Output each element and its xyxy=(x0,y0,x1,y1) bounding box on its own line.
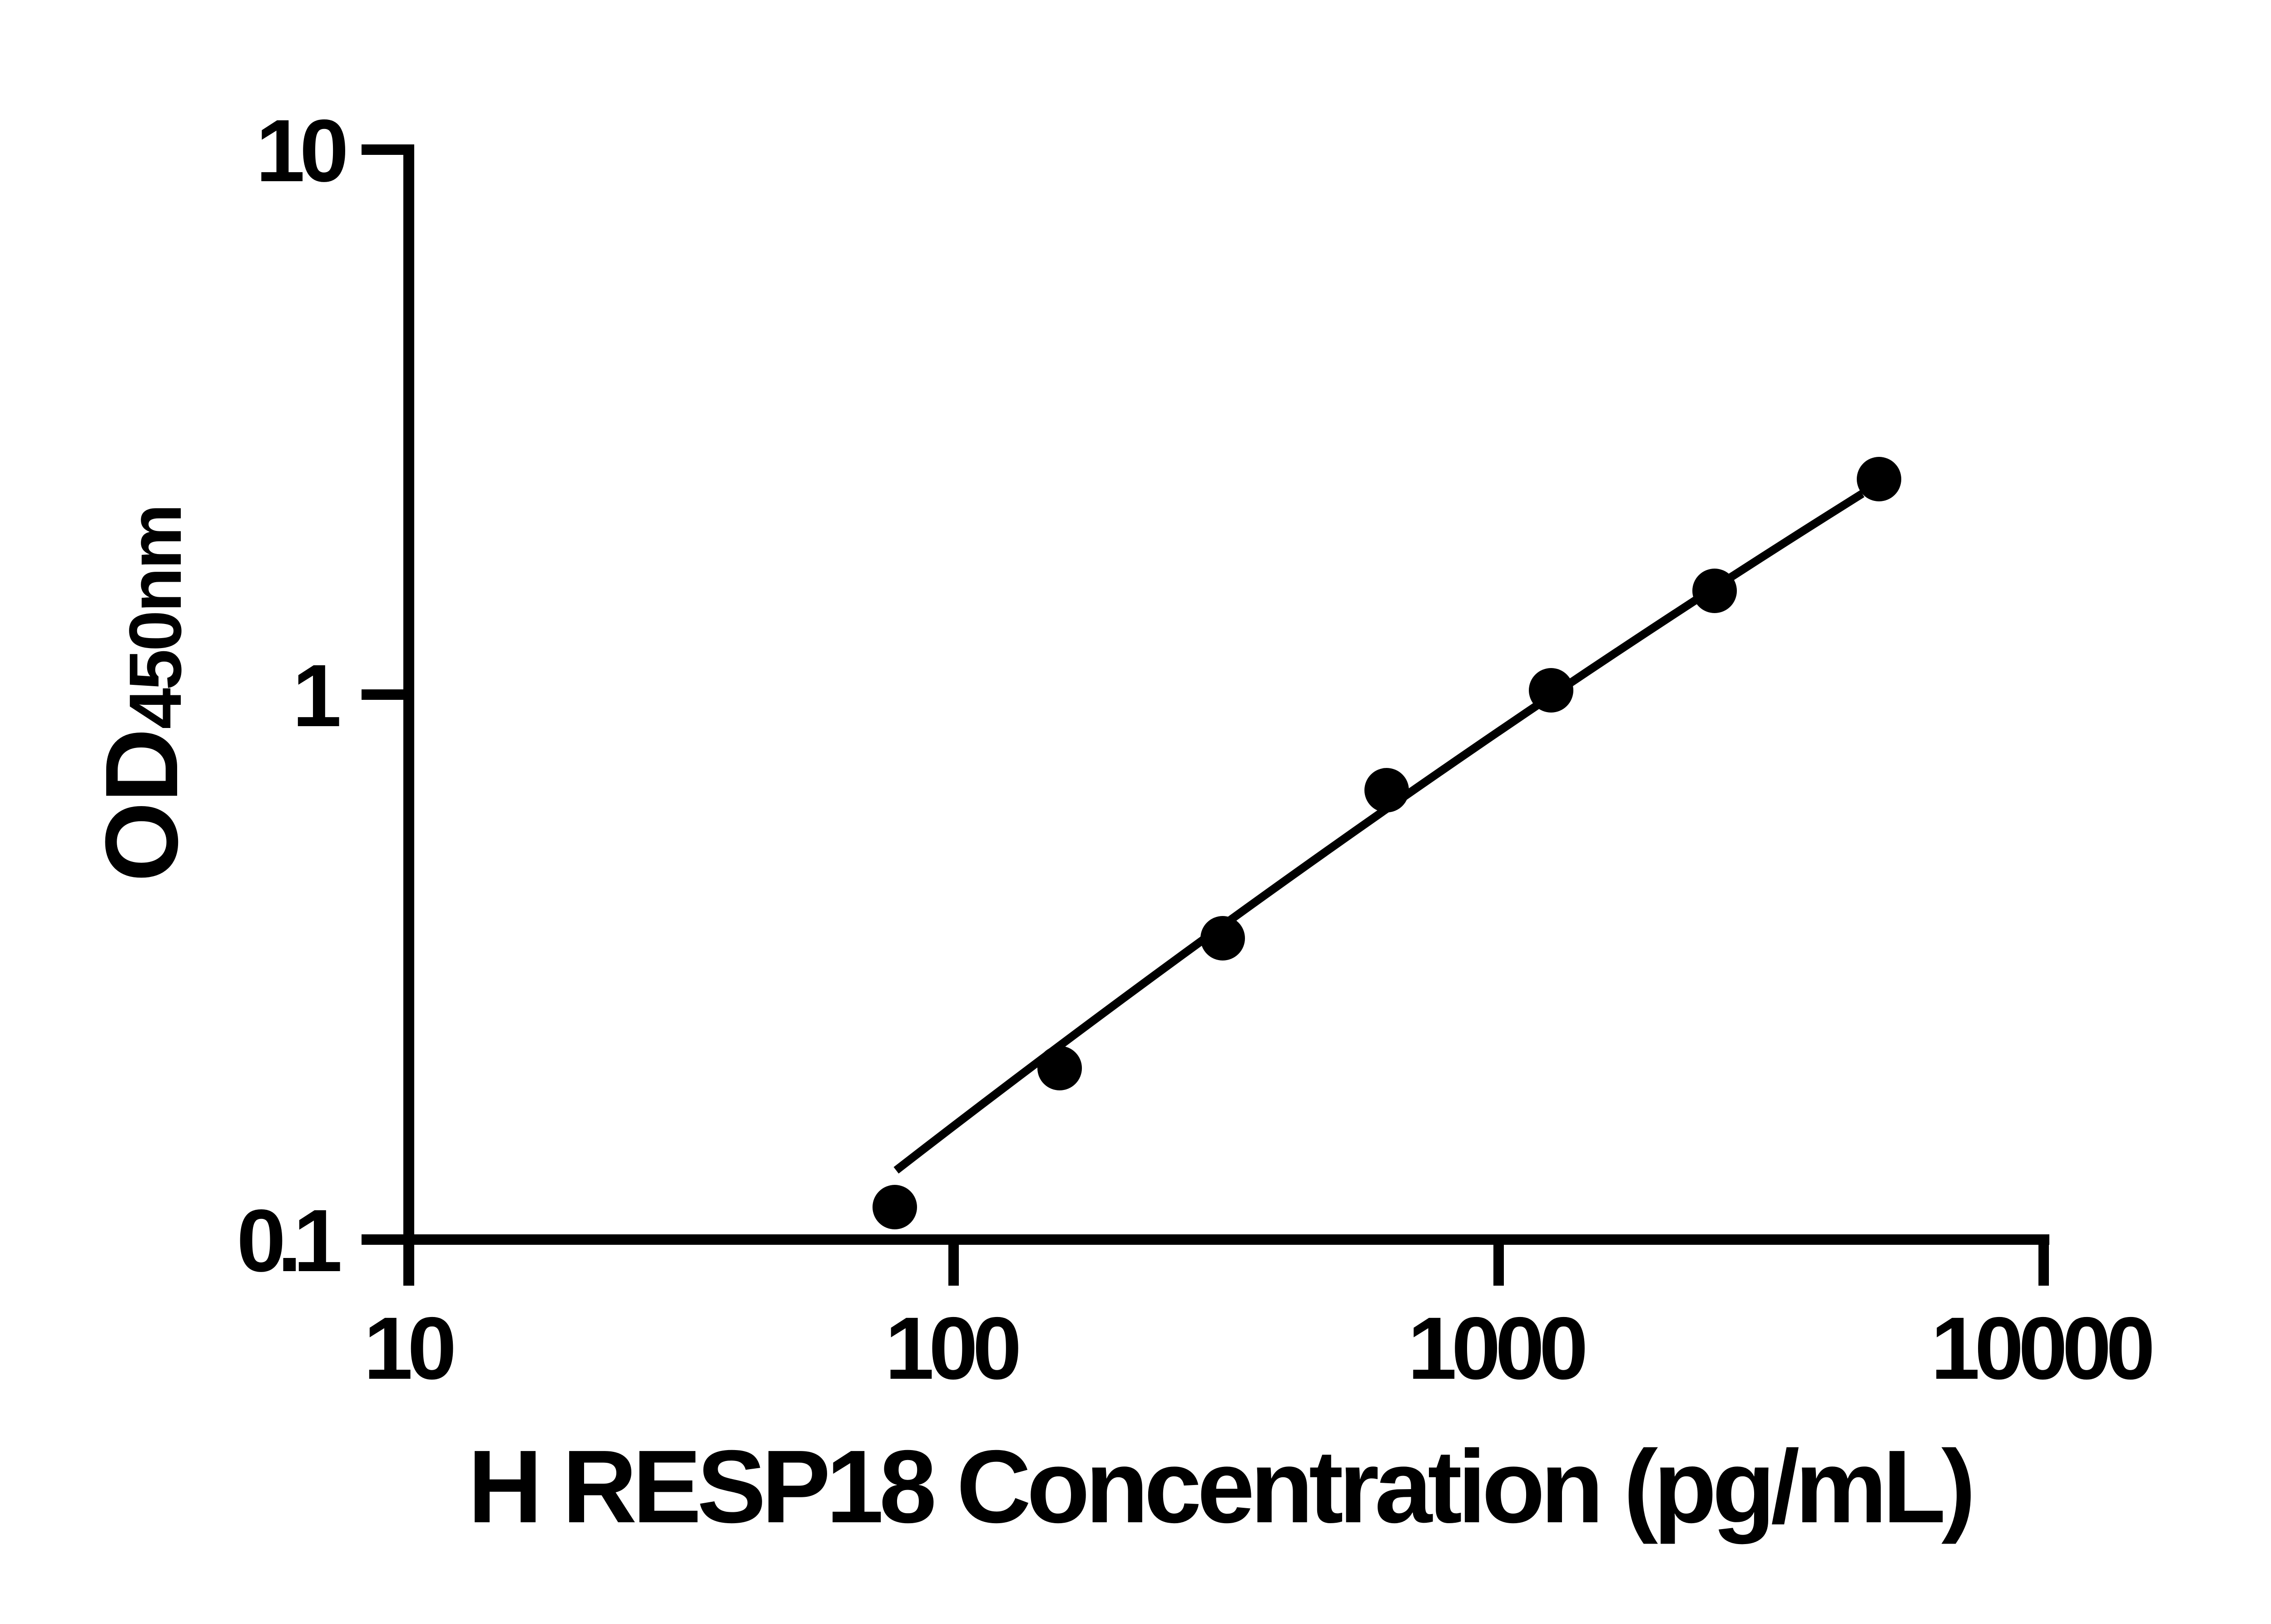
svg-text:10: 10 xyxy=(364,1299,453,1398)
svg-text:0.1: 0.1 xyxy=(237,1191,341,1290)
svg-text:1000: 1000 xyxy=(1408,1299,1585,1398)
svg-text:10: 10 xyxy=(256,101,345,200)
svg-text:10000: 10000 xyxy=(1931,1299,2152,1398)
svg-text:H RESP18 Concentration (pg/mL): H RESP18 Concentration (pg/mL) xyxy=(468,1429,1971,1545)
svg-text:100: 100 xyxy=(885,1299,1018,1398)
svg-text:1: 1 xyxy=(293,646,340,745)
